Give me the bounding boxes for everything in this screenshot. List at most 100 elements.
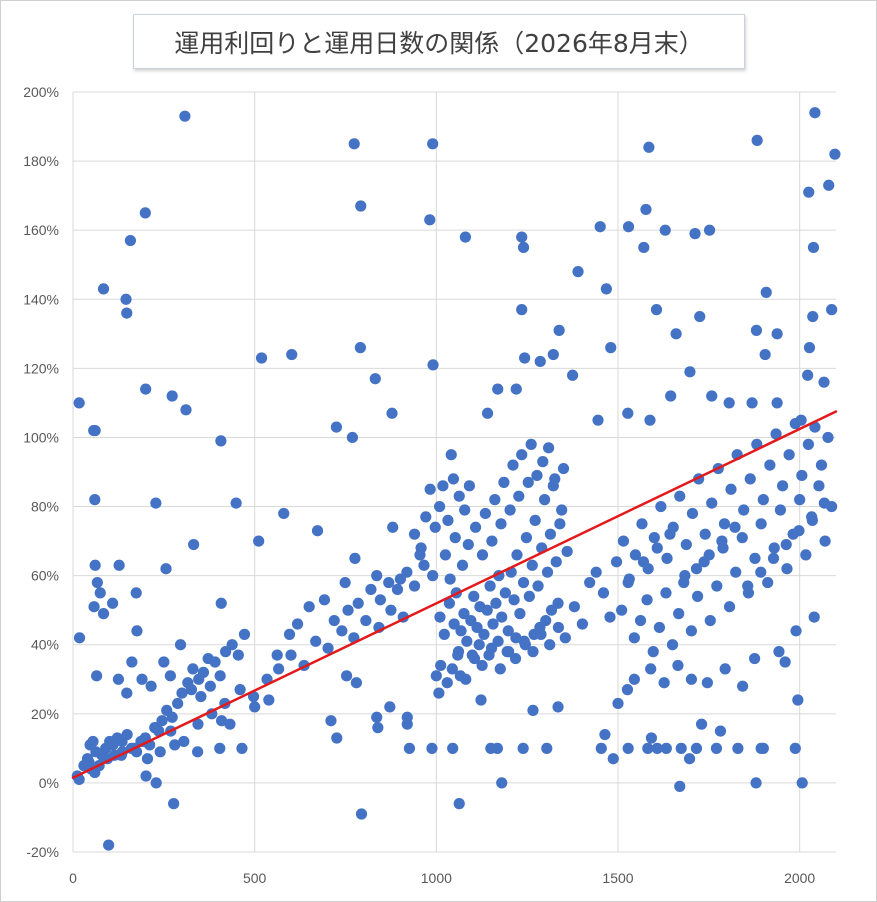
data-point [188,538,200,551]
data-point [807,310,819,323]
data-point [491,742,503,754]
data-point [374,594,386,606]
data-point [694,310,706,323]
data-point [461,635,473,647]
data-point [91,670,103,682]
y-tick-label: 80% [31,499,59,515]
data-point [336,625,348,637]
data-point [355,808,368,820]
data-point [660,587,672,599]
data-point [510,383,522,395]
data-point [424,483,436,495]
data-point [645,663,657,675]
data-point [408,528,421,540]
data-point [318,594,331,606]
data-point [703,224,716,236]
data-point [441,677,453,689]
data-point [328,614,340,627]
data-point [352,597,364,609]
data-point [468,652,481,665]
data-point [169,739,181,751]
data-point [595,742,607,754]
data-point [112,673,125,685]
data-point [322,642,334,654]
data-point [427,138,439,150]
data-point [325,715,337,727]
data-point [507,459,519,471]
data-point [757,494,769,506]
data-point [789,742,801,754]
data-point [651,742,663,754]
data-point [365,583,377,596]
data-point [278,507,290,520]
data-point [561,545,573,558]
data-point [434,611,446,623]
data-point [629,549,642,561]
data-point [599,728,611,741]
data-point [481,407,494,419]
data-point [746,397,758,409]
data-point [224,718,236,730]
data-point [819,535,831,547]
data-point [664,528,676,540]
data-point [678,576,690,589]
data-point [430,670,442,682]
data-point [764,459,776,471]
data-point [653,621,666,634]
data-point [150,497,162,509]
data-point [195,690,207,703]
data-point [523,590,535,602]
data-point [502,625,514,637]
scatter-points [71,107,841,851]
data-point [622,221,635,233]
data-point [238,628,251,640]
data-point [496,777,508,789]
data-point [433,687,445,699]
data-point [214,742,226,754]
data-point [350,677,362,689]
data-point [723,397,735,409]
data-point [809,107,821,119]
data-point [818,376,830,388]
data-point [683,753,696,765]
data-point [94,587,106,599]
data-point [661,552,673,564]
data-point [594,221,606,233]
data-point [634,614,647,627]
y-tick-label: 120% [23,360,59,376]
data-point [434,500,446,513]
data-point [621,684,634,696]
data-point [755,518,767,530]
data-point [790,625,802,637]
data-point [179,110,191,122]
data-point [131,625,143,637]
data-point [113,559,125,571]
data-point [540,614,552,627]
data-point [484,580,496,592]
data-point [584,576,596,589]
data-point [535,628,547,640]
data-point [815,459,828,471]
data-point [371,570,383,582]
data-point [158,656,170,668]
data-point [822,431,834,444]
data-point [485,642,498,654]
data-point [437,480,449,492]
data-point [553,324,565,336]
data-point [403,742,416,754]
data-point [187,663,199,675]
data-point [448,618,460,630]
data-point [130,587,142,599]
data-point [552,701,564,713]
data-point [126,656,138,668]
data-point [768,542,780,554]
data-point [751,134,763,146]
data-point [645,732,658,744]
data-point [141,753,154,765]
data-point [348,138,360,150]
data-point [447,473,460,485]
data-point [214,670,226,682]
data-point [552,621,565,634]
data-point [706,497,718,509]
